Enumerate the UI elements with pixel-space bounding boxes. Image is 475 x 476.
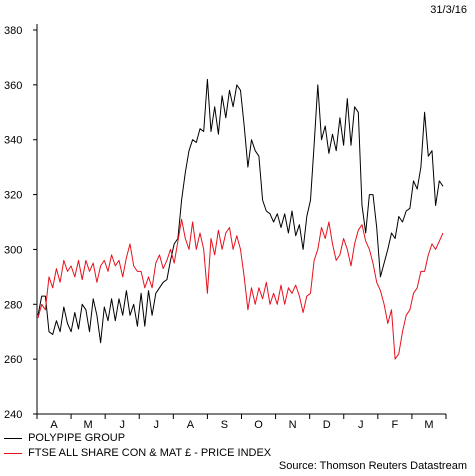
legend-item-polypipe: POLYPIPE GROUP bbox=[4, 432, 125, 444]
legend-swatch-black bbox=[4, 437, 22, 439]
legend-label: POLYPIPE GROUP bbox=[28, 432, 126, 444]
y-tick-label: 260 bbox=[4, 354, 22, 366]
x-tick-label: J bbox=[119, 419, 125, 431]
y-tick-label: 380 bbox=[4, 25, 22, 37]
x-tick-label: N bbox=[289, 419, 297, 431]
x-tick-label: M bbox=[424, 419, 433, 431]
y-tick-label: 360 bbox=[4, 80, 22, 92]
legend-item-ftse: FTSE ALL SHARE CON & MAT £ - PRICE INDEX bbox=[4, 447, 271, 459]
date-stamp: 31/3/16 bbox=[430, 4, 467, 16]
y-tick-label: 280 bbox=[4, 299, 22, 311]
x-tick-label: J bbox=[154, 419, 160, 431]
series-line-polypipe bbox=[37, 78, 444, 344]
x-tick-label: J bbox=[358, 419, 364, 431]
x-tick-label: D bbox=[323, 419, 331, 431]
y-tick-label: 300 bbox=[4, 244, 22, 256]
x-tick-label: S bbox=[221, 419, 228, 431]
line-chart: 240 260 280 300 320 340 360 380 A M J J A S O N D J F M bbox=[4, 24, 447, 431]
legend-label: FTSE ALL SHARE CON & MAT £ - PRICE INDEX bbox=[28, 447, 272, 459]
y-tick-label: 340 bbox=[4, 135, 22, 147]
y-tick-label: 240 bbox=[4, 409, 22, 421]
x-tick-label: F bbox=[392, 419, 399, 431]
legend-swatch-red bbox=[4, 452, 22, 454]
x-tick-label: O bbox=[254, 419, 263, 431]
series-line-ftse bbox=[37, 218, 444, 360]
x-tick-label: A bbox=[187, 419, 195, 431]
x-tick-label: A bbox=[50, 419, 58, 431]
x-tick-label: M bbox=[84, 419, 93, 431]
y-tick-label: 320 bbox=[4, 190, 22, 202]
source-note: Source: Thomson Reuters Datastream bbox=[278, 460, 467, 472]
